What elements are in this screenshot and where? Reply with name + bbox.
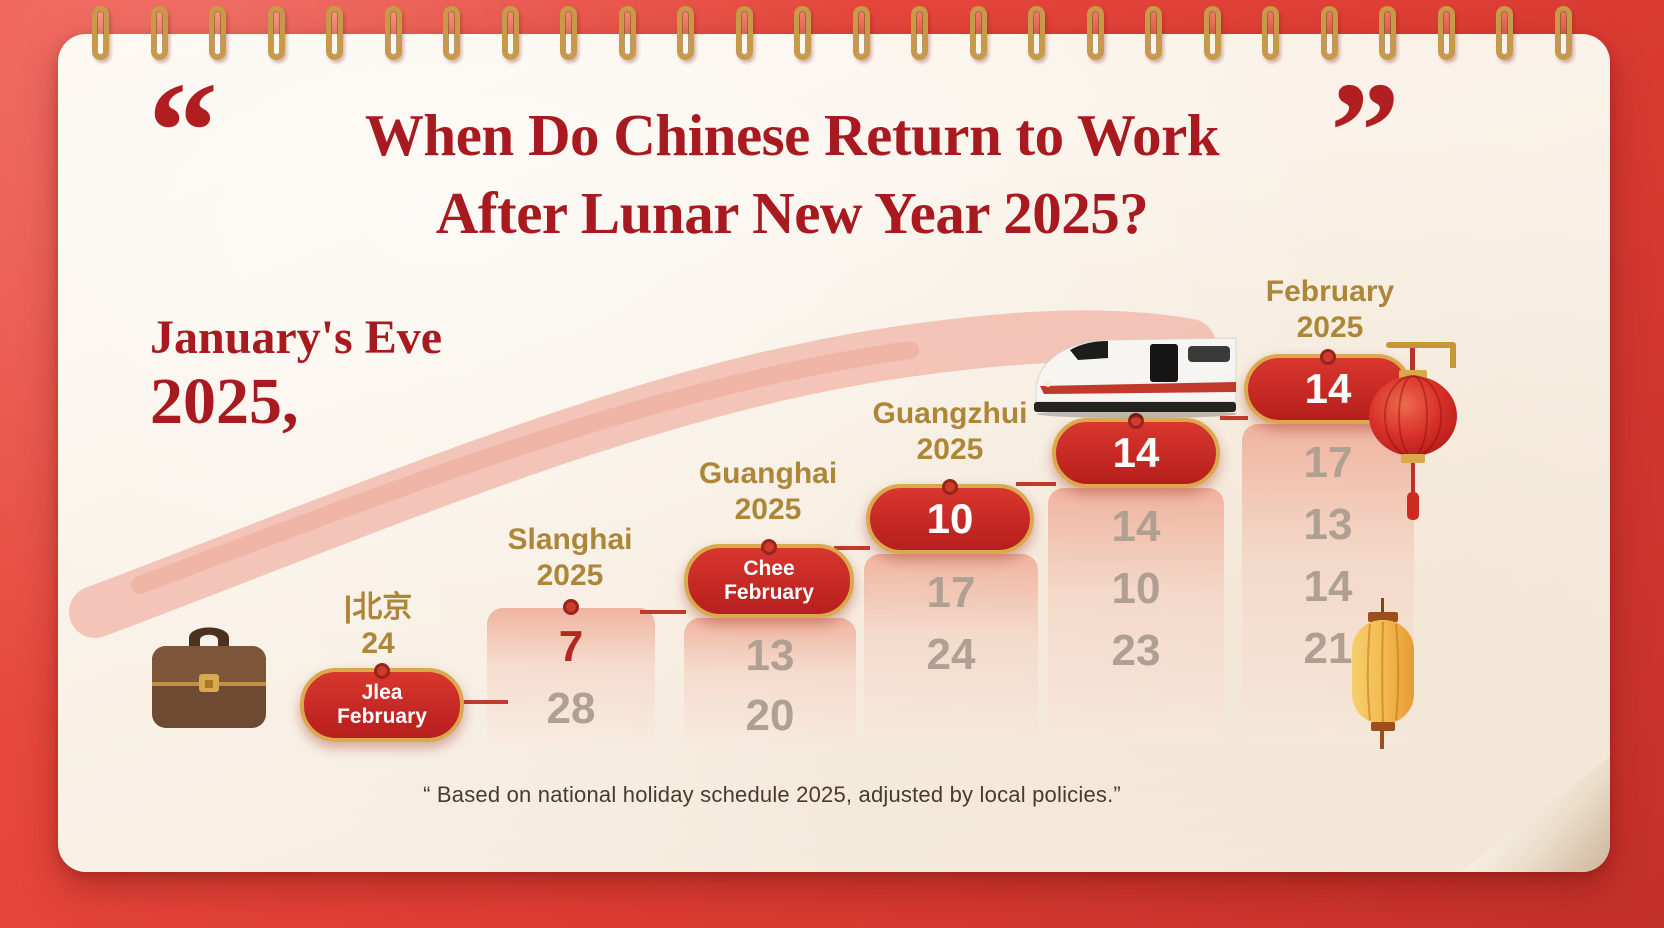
date-badge-guangzhou: 10 (866, 479, 1034, 554)
calendar-column-guanghai: 13 20 (684, 618, 856, 746)
binder-ring (852, 6, 870, 60)
column-date-text: 24 (361, 627, 395, 660)
binder-ring (1554, 6, 1572, 60)
binder-ring (969, 6, 987, 60)
high-speed-train-icon (1034, 337, 1237, 418)
calendar-cell: 24 (926, 630, 976, 679)
calendar-column-five: 14 10 23 (1048, 488, 1224, 746)
binder-ring (150, 6, 168, 60)
binder-ring (267, 6, 285, 60)
binder-ring (92, 6, 109, 60)
binder-ring (735, 6, 753, 60)
column-pin-icon (563, 599, 579, 615)
connector-line (1016, 482, 1056, 486)
date-badge-train-column: 14 (1052, 413, 1220, 488)
calendar-column-guangzhou: 17 24 (864, 554, 1038, 746)
binder-ring (1496, 6, 1514, 60)
badge-text-line: February (337, 705, 427, 728)
binder-ring (501, 6, 519, 60)
column-year-text: 2025 (1296, 311, 1364, 344)
calendar-column-shanghai: 7 28 (487, 599, 655, 746)
briefcase-icon (152, 627, 266, 728)
badge-pin-icon (1320, 349, 1336, 365)
connector-line (1220, 416, 1248, 420)
column-year-text: 2025 (734, 493, 802, 526)
badge-pin-icon (1128, 413, 1144, 429)
column-city-text: Guanghai (698, 457, 838, 490)
binder-ring (1203, 6, 1221, 60)
binder-ring (618, 6, 636, 60)
column-label-guangzhou: Guangzhui 2025 (858, 396, 1042, 468)
binder-ring (1320, 6, 1338, 60)
subtitle-line-1: January's Eve (150, 311, 443, 364)
badge-pin-icon (374, 663, 390, 679)
date-badge-beijing: Jlea February (300, 663, 464, 742)
binder-ring (794, 6, 812, 60)
column-month-text: February (1265, 275, 1395, 308)
footer-note: “ Based on national holiday schedule 202… (423, 782, 1121, 807)
column-city-text: Guangzhui (872, 397, 1028, 430)
calendar-cell: 10 (1111, 564, 1161, 613)
binder-ring (1145, 6, 1163, 60)
badge-pin-icon (761, 539, 777, 555)
column-year-text: 2025 (536, 559, 604, 592)
yellow-lantern-icon (1352, 598, 1414, 749)
title-line-1: When Do Chinese Return to Work (364, 102, 1220, 168)
calendar-cell: 20 (745, 691, 795, 740)
binder-ring (209, 6, 227, 60)
binder-ring (677, 6, 695, 60)
binder-ring (1262, 6, 1280, 60)
binder-ring (1437, 6, 1455, 60)
binder-ring (1028, 6, 1046, 60)
binder-ring (1086, 6, 1104, 60)
spiral-binding (92, 6, 1572, 68)
calendar-cell: 17 (1303, 438, 1353, 487)
column-city-text: |北京 (343, 591, 413, 624)
calendar-cell: 21 (1303, 624, 1353, 673)
column-city-text: Slanghai (507, 523, 633, 556)
calendar-cell: 13 (1303, 500, 1353, 549)
calendar-cell: 23 (1111, 626, 1161, 675)
binder-ring (911, 6, 929, 60)
badge-text-line: Chee (743, 556, 795, 580)
red-lantern-icon (1369, 342, 1457, 520)
connector-line (834, 546, 870, 550)
badge-value-text: 14 (1112, 429, 1160, 476)
column-label-shanghai: Slanghai 2025 (484, 522, 656, 594)
close-quote-mark: ” (1330, 54, 1400, 209)
binder-ring (326, 6, 344, 60)
binder-ring (560, 6, 578, 60)
column-label-beijing: |北京 24 (292, 590, 464, 662)
calendar-cell: 28 (546, 684, 596, 733)
badge-text-line: February (724, 581, 814, 604)
badge-pin-icon (942, 479, 958, 495)
open-quote-mark: “ (148, 54, 218, 209)
connector-line (640, 610, 686, 614)
badge-value-text: 10 (926, 495, 974, 542)
calendar-cell: 14 (1111, 502, 1161, 551)
title-line-2: After Lunar New Year 2025? (435, 180, 1149, 246)
calendar-cell: 13 (745, 631, 795, 680)
binder-ring (384, 6, 402, 60)
badge-value-text: 14 (1304, 365, 1352, 412)
date-badge-guanghai: Chee February (684, 539, 854, 618)
calendar-cell: 14 (1303, 562, 1353, 611)
column-label-february: February 2025 (1238, 274, 1422, 346)
column-label-guanghai: Guanghai 2025 (676, 456, 860, 528)
subtitle-line-2: 2025, (150, 365, 299, 438)
binder-ring (1379, 6, 1397, 60)
calendar-cell: 17 (926, 568, 976, 617)
binder-ring (443, 6, 461, 60)
column-year-text: 2025 (916, 433, 984, 466)
connector-line (460, 700, 508, 704)
badge-text-line: Jlea (361, 680, 403, 704)
calendar-cell: 7 (558, 622, 584, 671)
